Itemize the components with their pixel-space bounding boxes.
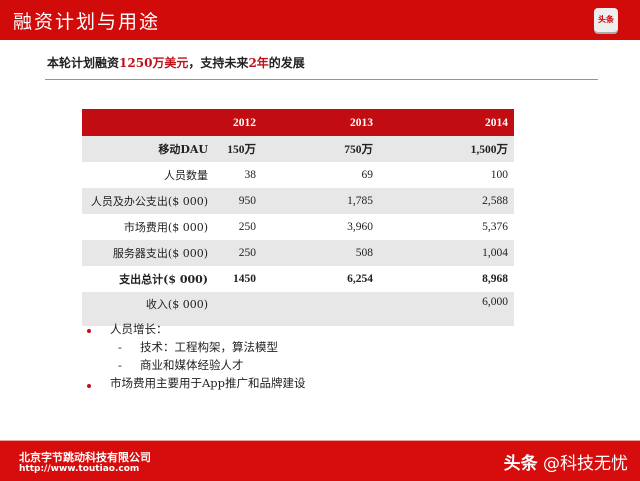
column-header: [82, 109, 214, 136]
table-row: 服务器支出($ 000) 250 508 1,004: [82, 240, 514, 266]
row-label: 移动DAU: [82, 136, 214, 162]
cell: 100: [490, 169, 508, 181]
cell: 250: [214, 240, 262, 266]
bullet-item: 市场费用主要用于App推广和品牌建设: [110, 376, 306, 390]
footer-bar: 北京字节跳动科技有限公司 http://www.toutiao.com 头条 @…: [0, 440, 640, 481]
table-row: 人员数量 38 69 100: [82, 162, 514, 188]
subtitle-text: 本轮计划融资: [47, 56, 120, 70]
table-row: 人员及办公支出($ 000) 950 1,785 2,588: [82, 188, 514, 214]
row-label: 市场费用($ 000): [123, 221, 208, 234]
column-header-2014: 2014: [379, 109, 514, 136]
cell: 250: [238, 221, 256, 233]
subtitle: 本轮计划融资1250万美元，支持未来2年的发展: [47, 54, 305, 71]
row-label: 人员数量: [164, 169, 208, 182]
row-label: 服务器支出($ 000): [82, 240, 214, 266]
cell: 6,254: [347, 273, 373, 285]
cell: 150万: [214, 136, 262, 162]
dash-icon: -: [118, 358, 122, 372]
table-header: 2012 2013 2014: [82, 109, 514, 136]
sub-bullet-item: 技术：工程构架，算法模型: [140, 340, 278, 354]
cell: 508: [262, 240, 379, 266]
cell: 1,004: [379, 240, 514, 266]
company-url: http://www.toutiao.com: [19, 464, 140, 474]
sub-bullet-item: 商业和媒体经验人才: [140, 358, 244, 372]
subtitle-amount: 1250万美元: [119, 56, 189, 70]
divider: [45, 79, 598, 80]
column-header-2013: 2013: [262, 109, 379, 136]
watermark-brand: 头条: [503, 454, 538, 474]
bullet-icon: [87, 329, 91, 333]
cell: [262, 292, 379, 326]
subtitle-text: ，支持未来: [188, 56, 249, 70]
cell: 1,500万: [379, 136, 514, 162]
column-header-2012: 2012: [214, 109, 262, 136]
row-label: 收入($ 000): [82, 292, 214, 326]
watermark: 头条 @科技无忧: [504, 449, 628, 474]
table-row-total: 支出总计($ 000) 1450 6,254 8,968: [82, 266, 514, 292]
cell: 2,588: [379, 188, 514, 214]
toutiao-logo: 头条: [594, 8, 618, 32]
cell: 3,960: [347, 221, 373, 233]
table-row: 市场费用($ 000) 250 3,960 5,376: [82, 214, 514, 240]
row-label: 人员及办公支出($ 000): [82, 188, 214, 214]
dash-icon: -: [118, 340, 122, 354]
cell: 8,968: [482, 273, 508, 285]
cell: [214, 292, 262, 326]
cell: 750万: [262, 136, 379, 162]
cell: 1,785: [262, 188, 379, 214]
funding-table: 2012 2013 2014 移动DAU 150万 750万 1,500万 人员…: [82, 109, 514, 326]
cell: 38: [244, 169, 257, 181]
cell: 69: [361, 169, 374, 181]
watermark-account: @科技无忧: [543, 454, 628, 474]
row-label: 支出总计($ 000): [119, 273, 208, 286]
cell: 950: [214, 188, 262, 214]
company-name: 北京字节跳动科技有限公司: [19, 451, 151, 464]
page-title: 融资计划与用途: [13, 11, 161, 33]
cell: 1450: [233, 273, 256, 285]
subtitle-years: 2年: [248, 56, 269, 70]
table-row-revenue: 收入($ 000) 6,000: [82, 292, 514, 326]
cell: 5,376: [482, 221, 508, 233]
bullet-icon: [87, 384, 91, 388]
table-row: 移动DAU 150万 750万 1,500万: [82, 136, 514, 162]
header-bar: 融资计划与用途 头条: [0, 0, 640, 40]
bullet-item: 人员增长：: [110, 322, 168, 336]
subtitle-text: 的发展: [268, 56, 305, 70]
cell: 6,000: [379, 292, 514, 326]
